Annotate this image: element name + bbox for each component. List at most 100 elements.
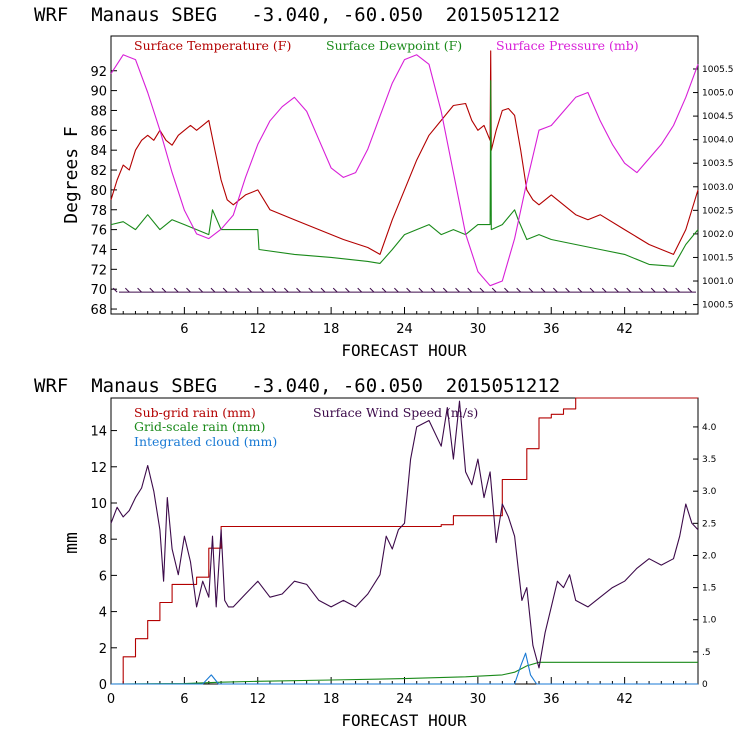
series-surface-temperature-f	[110, 50, 699, 255]
legend-temperature: Surface Temperature (F)	[134, 38, 291, 53]
y2-tick-label: 1000.5	[702, 301, 734, 311]
top-panel: WRF Manaus SBEG -3.040, -60.050 20150512…	[34, 4, 734, 360]
x-tick-label: 42	[616, 322, 633, 337]
wind-barb	[601, 287, 607, 293]
wind-barb	[222, 287, 228, 293]
wind-barb	[528, 287, 534, 293]
y2-tick-label: 1003.5	[702, 159, 734, 169]
y2-tick-label: 1003.0	[702, 183, 734, 193]
y-tick-label: 92	[90, 65, 107, 80]
wind-barb	[198, 287, 204, 293]
legend-integrated-cloud: Integrated cloud (mm)	[134, 434, 277, 449]
wind-barb	[675, 287, 681, 293]
wind-barb	[381, 287, 387, 293]
y-tick-label: 10	[90, 497, 107, 512]
y2-tick-label: .5	[702, 648, 711, 658]
x-tick-label: 12	[249, 692, 266, 707]
x-tick-label: 24	[396, 692, 413, 707]
y-tick-label: 12	[90, 461, 107, 476]
bottom-x-axis-label: FORECAST HOUR	[341, 711, 467, 730]
x-tick-label: 30	[470, 692, 487, 707]
bottom-legend: Sub-grid rain (mm) Surface Wind Speed (m…	[134, 405, 478, 449]
y-tick-label: 78	[90, 204, 107, 219]
wind-barb	[406, 287, 411, 293]
wind-barb	[430, 287, 436, 293]
y2-tick-label: 3.0	[702, 487, 717, 497]
y2-tick-label: 0	[702, 680, 708, 690]
x-tick-label: 6	[180, 692, 188, 707]
x-tick-label: 24	[396, 322, 413, 337]
bottom-title: WRF Manaus SBEG -3.040, -60.050 20150512…	[34, 375, 560, 397]
wind-barb	[357, 287, 363, 293]
y2-tick-label: 4.0	[702, 423, 717, 433]
y-tick-label: 14	[90, 425, 107, 440]
y-tick-label: 90	[90, 85, 107, 100]
wind-barb	[479, 287, 485, 293]
bottom-y-axis-ticks: 0 2 4 6 8 10 12 14	[90, 425, 117, 693]
wind-barb	[467, 287, 473, 293]
y-tick-label: 70	[90, 283, 107, 298]
series-sub-grid-rain-mm	[111, 397, 698, 685]
wind-barb-row	[112, 287, 696, 293]
y-tick-label: 4	[99, 606, 107, 621]
wind-barb	[271, 287, 277, 293]
y-tick-label: 86	[90, 124, 107, 139]
top-y-axis-label: Degrees F	[61, 126, 82, 224]
y-tick-label: 6	[99, 569, 107, 584]
y2-tick-label: 2.5	[702, 519, 716, 529]
wind-barb	[186, 287, 191, 293]
wind-barb	[638, 287, 644, 293]
top-legend: Surface Temperature (F) Surface Dewpoint…	[134, 38, 639, 53]
wind-barb	[161, 287, 167, 293]
top-y-axis-ticks: 68 70 72 74 76 78 80 82 84 86 88 90 92	[90, 65, 117, 318]
wind-barb	[259, 287, 265, 293]
wind-barb	[320, 287, 326, 293]
wind-barb	[687, 287, 693, 293]
top-title: WRF Manaus SBEG -3.040, -60.050 20150512…	[34, 4, 560, 26]
y-tick-label: 82	[90, 164, 107, 179]
series-surface-wind-speed-m-s	[110, 400, 699, 669]
wind-barb	[235, 287, 240, 293]
wind-barb	[332, 287, 338, 293]
wind-barb	[626, 287, 632, 293]
bottom-panel: WRF Manaus SBEG -3.040, -60.050 20150512…	[34, 375, 717, 730]
y2-tick-label: 1002.0	[702, 230, 734, 240]
legend-gridscale-rain: Grid-scale rain (mm)	[134, 419, 265, 434]
wind-barb	[614, 287, 619, 293]
wind-barb	[418, 287, 424, 293]
wind-barb	[345, 287, 350, 293]
x-tick-label: 6	[180, 322, 188, 337]
wind-barb	[394, 287, 399, 293]
y2-tick-label: 1.0	[702, 616, 717, 626]
y-tick-label: 72	[90, 263, 107, 278]
legend-pressure: Surface Pressure (mb)	[496, 38, 639, 53]
wind-barb	[589, 287, 595, 293]
wind-barb	[210, 287, 216, 293]
y-tick-label: 84	[90, 144, 107, 159]
wind-barb	[504, 287, 509, 293]
y-tick-label: 8	[99, 533, 107, 548]
y-tick-label: 80	[90, 184, 107, 199]
wind-barb	[137, 287, 142, 293]
top-y2-axis-ticks: 1000.5 1001.0 1001.5 1002.0 1002.5 1003.0 1003…	[693, 65, 734, 311]
wind-barb	[296, 287, 301, 293]
series-integrated-cloud-mm	[111, 652, 698, 685]
wind-barb	[308, 287, 314, 293]
series-surface-pressure-mb	[110, 54, 699, 287]
y2-tick-label: 1004.0	[702, 136, 734, 146]
y2-tick-label: 1004.5	[702, 112, 734, 122]
x-tick-label: 18	[323, 692, 340, 707]
y-tick-label: 2	[99, 642, 107, 657]
x-tick-label: 12	[249, 322, 266, 337]
x-tick-label: 18	[323, 322, 340, 337]
y2-tick-label: 1005.5	[702, 65, 734, 75]
wind-barb	[173, 287, 179, 293]
legend-wind-speed: Surface Wind Speed (m/s)	[313, 405, 478, 420]
wind-barb	[663, 287, 668, 293]
series-surface-dewpoint-f	[110, 80, 699, 267]
y2-tick-label: 1.5	[702, 584, 716, 594]
bottom-y2-axis-ticks: 0 .5 1.0 1.5 2.0 2.5 3.0 3.5 4.0	[693, 423, 717, 690]
y-tick-label: 68	[90, 303, 107, 318]
top-x-axis-ticks: 6 12 18 24 30 36 42	[110, 307, 699, 337]
